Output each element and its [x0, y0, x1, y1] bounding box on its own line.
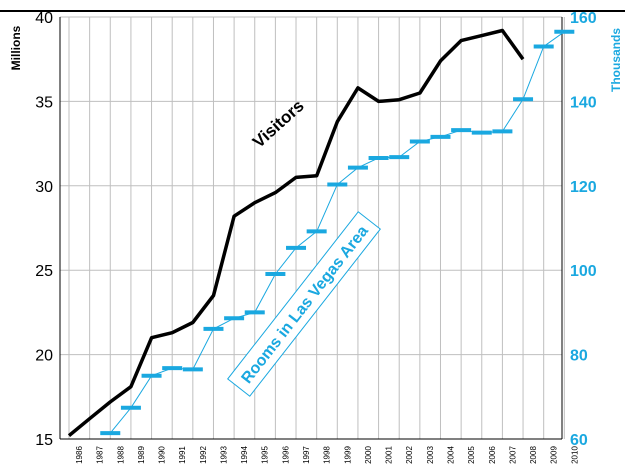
x-tick-label: 2010: [570, 446, 579, 464]
x-tick-label: 1995: [261, 446, 270, 464]
x-tick-label: 1998: [323, 446, 332, 464]
y-tick-label-left: 40: [35, 10, 53, 27]
x-tick-label: 2005: [467, 446, 476, 464]
x-tick-label: 2004: [446, 446, 455, 464]
x-tick-label: 1986: [75, 446, 84, 464]
x-tick-label: 2000: [364, 446, 373, 464]
tick-labels: 15 20 25 30 35 40 60 80 100 120 140 160 1986 1987 1988…: [35, 10, 597, 464]
x-tick-label: 2003: [426, 446, 435, 464]
chart-series: [67, 28, 575, 437]
x-tick-label: 1997: [302, 446, 311, 464]
y-tick-label-left: 35: [35, 94, 53, 111]
y-tick-label-left: 20: [35, 348, 53, 365]
x-tick-label: 2007: [508, 446, 517, 464]
y-tick-label-left: 25: [35, 263, 53, 280]
rooms-label-frame: [227, 211, 381, 397]
x-tick-label: 1994: [240, 446, 249, 464]
x-tick-label: 1992: [199, 446, 208, 464]
x-tick-label: 1999: [343, 446, 352, 464]
x-tick-label: 2006: [488, 446, 497, 464]
y-tick-label-left: 30: [35, 179, 53, 196]
visitors-series-label: Visitors: [249, 96, 308, 152]
chart-axes: [59, 17, 563, 440]
x-tick-label: 1990: [158, 446, 167, 464]
x-tick-label: 1989: [137, 446, 146, 464]
x-tick-label: 1993: [219, 446, 228, 464]
y-axis-title-left: Millions: [9, 25, 23, 70]
x-tick-label: 1991: [178, 446, 187, 464]
y-axis-title-right: Thousands: [609, 28, 623, 92]
y-tick-label-right: 120: [570, 179, 597, 196]
x-tick-label: 2002: [405, 446, 414, 464]
y-tick-label-right: 140: [570, 94, 597, 111]
y-tick-label-right: 80: [570, 348, 588, 365]
x-tick-label: 2009: [550, 446, 559, 464]
y-tick-label-left: 15: [35, 432, 53, 449]
rooms-series-label-box: Rooms in Las Vegas Area: [227, 211, 381, 397]
x-tick-label: 2008: [529, 446, 538, 464]
x-tick-label: 1996: [281, 446, 290, 464]
visitors-line: [67, 28, 525, 437]
x-tick-label: 1988: [116, 446, 125, 464]
y-tick-label-right: 160: [570, 10, 597, 27]
x-tick-label: 1987: [96, 446, 105, 464]
y-tick-label-right: 100: [570, 263, 597, 280]
y-tick-label-right: 60: [570, 432, 588, 449]
x-tick-label: 2001: [385, 446, 394, 464]
